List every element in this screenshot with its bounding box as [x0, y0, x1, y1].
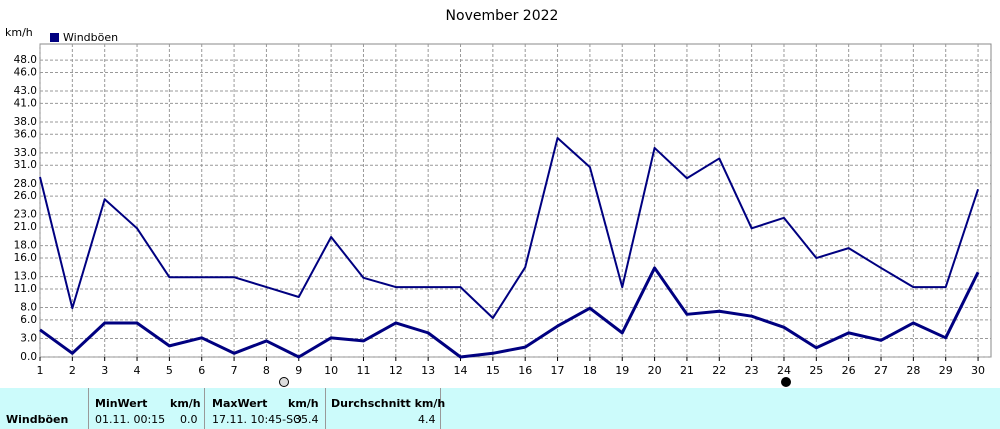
x-tick-label: 24 [777, 364, 791, 377]
y-tick-label: 43.0 [14, 85, 37, 97]
x-tick-label: 20 [648, 364, 662, 377]
y-tick-label: 41.0 [14, 97, 37, 109]
data-line [39, 266, 980, 359]
y-tick-label: 0.0 [20, 351, 37, 363]
x-tick-label: 12 [389, 364, 403, 377]
value: 35.4 [294, 413, 319, 426]
x-tick-label: 15 [486, 364, 500, 377]
value: 4.4 [418, 413, 436, 426]
legend-swatch [50, 33, 59, 42]
x-tick-label: 25 [809, 364, 823, 377]
x-tick-label: 18 [583, 364, 597, 377]
x-tick-label: 17 [551, 364, 565, 377]
y-tick-label: 13.0 [14, 271, 37, 283]
y-tick-label: 36.0 [14, 128, 37, 140]
y-tick-label: 28.0 [14, 178, 37, 190]
y-tick-label: 48.0 [14, 54, 37, 66]
x-tick-label: 1 [37, 364, 44, 377]
y-tick-label: 38.0 [14, 116, 37, 128]
moon-icon [279, 377, 289, 387]
x-tick-label: 14 [454, 364, 468, 377]
x-tick-label: 13 [421, 364, 435, 377]
header: Durchschnitt km/h [331, 397, 446, 410]
unit: km/h [170, 397, 201, 410]
plot-area [39, 43, 992, 358]
x-tick-label: 9 [295, 364, 302, 377]
x-tick-label: 29 [939, 364, 953, 377]
y-tick-label: 18.0 [14, 240, 37, 252]
x-tick-label: 3 [101, 364, 108, 377]
x-tick-label: 2 [69, 364, 76, 377]
header: MinWert [95, 397, 148, 410]
value: 0.0 [180, 413, 198, 426]
header: MaxWert [212, 397, 268, 410]
unit: km/h [288, 397, 319, 410]
y-tick-label: 3.0 [20, 332, 37, 344]
x-tick-label: 7 [231, 364, 238, 377]
x-tick-label: 11 [356, 364, 370, 377]
x-tick-label: 23 [745, 364, 759, 377]
y-tick-label: 23.0 [14, 209, 37, 221]
chart: November 2022 km/h Windböen 0.0 3.0 6.08.0… [5, 8, 992, 387]
x-tick-label: 19 [615, 364, 629, 377]
time: 17.11. 10:45-SO [212, 413, 302, 426]
x-tick-label: 21 [680, 364, 694, 377]
y-tick-label: 16.0 [14, 252, 37, 264]
x-tick-label: 4 [134, 364, 141, 377]
y-tick-label: 21.0 [14, 221, 37, 233]
moon-icon [781, 377, 791, 387]
y-axis-label: km/h [5, 26, 33, 39]
x-tick-label: 28 [906, 364, 920, 377]
y-tick-label: 26.0 [14, 190, 37, 202]
x-tick-label: 6 [198, 364, 205, 377]
x-tick-label: 30 [971, 364, 985, 377]
y-tick-label: 33.0 [14, 147, 37, 159]
y-tick-label: 8.0 [20, 302, 37, 314]
x-tick-label: 22 [712, 364, 726, 377]
x-tick-label: 10 [324, 364, 338, 377]
legend-label: Windböen [63, 31, 118, 44]
x-tick-label: 26 [842, 364, 856, 377]
y-tick-label: 6.0 [20, 314, 37, 326]
summary-table: Windböen MinWert km/h 01.11. 00:15 0.0 M… [0, 388, 1000, 429]
y-tick-label: 31.0 [14, 159, 37, 171]
chart-title: November 2022 [446, 8, 559, 24]
x-tick-label: 8 [263, 364, 270, 377]
y-tick-label: 46.0 [14, 66, 37, 78]
x-tick-label: 16 [518, 364, 532, 377]
x-tick-label: 5 [166, 364, 173, 377]
time: 01.11. 00:15 [95, 413, 166, 426]
row-label: Windböen [6, 413, 69, 426]
x-tick-label: 27 [874, 364, 888, 377]
data-line [39, 137, 980, 320]
y-tick-label: 11.0 [14, 283, 37, 295]
